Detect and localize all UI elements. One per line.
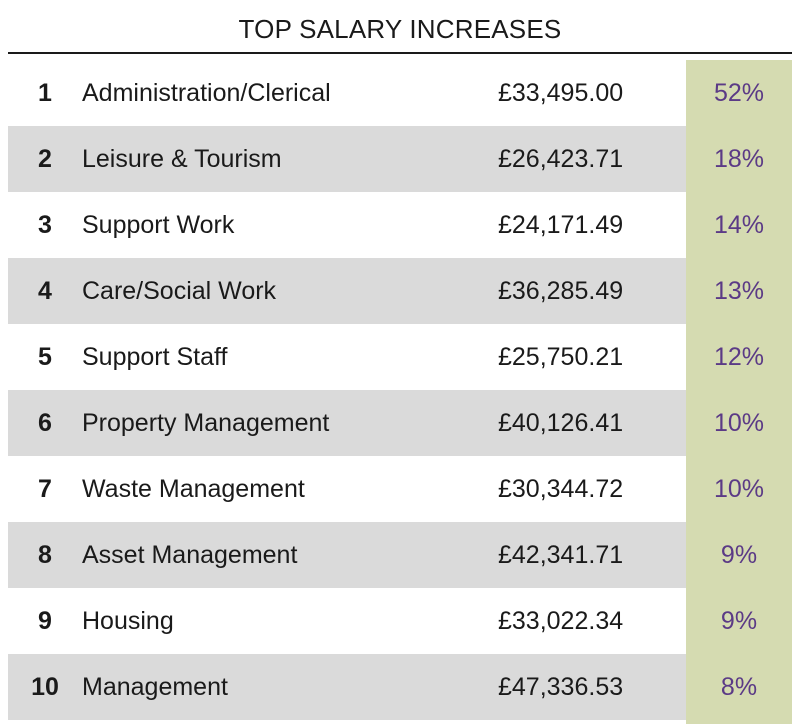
rank-cell: 10 — [31, 672, 59, 701]
row-shading — [8, 522, 686, 588]
increase-percent-cell: 13% — [713, 276, 765, 305]
job-category-cell: Support Staff — [82, 342, 228, 371]
row-shading — [8, 390, 686, 456]
table-title: TOP SALARY INCREASES — [238, 14, 562, 44]
job-category-cell: Waste Management — [82, 474, 305, 503]
rank-cell: 3 — [38, 210, 52, 239]
rank-cell: 4 — [38, 276, 52, 305]
rank-cell: 9 — [38, 606, 52, 635]
salary-cell: £24,171.49 — [498, 210, 624, 239]
table-row: 10 Management £47,336.53 8% — [8, 654, 792, 720]
title-divider — [8, 52, 792, 54]
table-row: 2 Leisure & Tourism £26,423.71 18% — [8, 126, 792, 192]
increase-percent-cell: 18% — [713, 144, 765, 173]
job-category-cell: Property Management — [82, 408, 330, 437]
job-category-cell: Support Work — [82, 210, 235, 239]
salary-cell: £33,495.00 — [498, 78, 624, 107]
salary-cell: £26,423.71 — [498, 144, 624, 173]
job-category-cell: Housing — [82, 606, 174, 635]
row-shading — [8, 258, 686, 324]
increase-percent-cell: 10% — [713, 408, 765, 437]
salary-cell: £40,126.41 — [498, 408, 624, 437]
increase-percent-cell: 12% — [713, 342, 765, 371]
rank-cell: 8 — [38, 540, 52, 569]
row-shading — [8, 654, 686, 720]
increase-percent-cell: 14% — [713, 210, 765, 239]
rank-cell: 2 — [38, 144, 52, 173]
table-row: 1 Administration/Clerical £33,495.00 52% — [8, 60, 792, 126]
table-row: 9 Housing £33,022.34 9% — [8, 588, 792, 654]
salary-cell: £33,022.34 — [498, 606, 624, 635]
salary-cell: £42,341.71 — [498, 540, 624, 569]
increase-percent-cell: 9% — [720, 540, 758, 569]
job-category-cell: Leisure & Tourism — [82, 144, 282, 173]
salary-cell: £30,344.72 — [498, 474, 624, 503]
rank-cell: 1 — [38, 78, 52, 107]
table-row: 7 Waste Management £30,344.72 10% — [8, 456, 792, 522]
job-category-cell: Administration/Clerical — [82, 78, 331, 107]
salary-table: 1 Administration/Clerical £33,495.00 52% 2 Le… — [8, 60, 792, 720]
table-row: 8 Asset Management £42,341.71 9% — [8, 522, 792, 588]
table-row: 4 Care/Social Work £36,285.49 13% — [8, 258, 792, 324]
rank-cell: 7 — [38, 474, 52, 503]
job-category-cell: Management — [82, 672, 228, 701]
salary-cell: £47,336.53 — [498, 672, 624, 701]
increase-percent-cell: 10% — [713, 474, 765, 503]
salary-cell: £25,750.21 — [498, 342, 624, 371]
rank-cell: 6 — [38, 408, 52, 437]
table-row: 5 Support Staff £25,750.21 12% — [8, 324, 792, 390]
row-shading — [8, 126, 686, 192]
rank-cell: 5 — [38, 342, 52, 371]
job-category-cell: Care/Social Work — [82, 276, 277, 305]
salary-cell: £36,285.49 — [498, 276, 624, 305]
percent-column-highlight — [686, 60, 792, 724]
table-row: 6 Property Management £40,126.41 10% — [8, 390, 792, 456]
increase-percent-cell: 8% — [720, 672, 758, 701]
increase-percent-cell: 52% — [713, 78, 765, 107]
table-row: 3 Support Work £24,171.49 14% — [8, 192, 792, 258]
increase-percent-cell: 9% — [720, 606, 758, 635]
job-category-cell: Asset Management — [82, 540, 298, 569]
